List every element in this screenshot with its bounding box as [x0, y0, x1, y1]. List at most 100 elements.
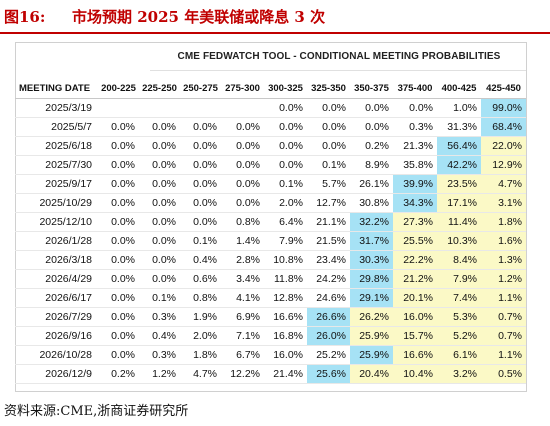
- probability-cell: 1.4%: [221, 231, 264, 251]
- probability-cell: 26.2%: [350, 307, 393, 327]
- probability-cell: 2.0%: [180, 326, 221, 346]
- table-row: 2025/9/17 0.0% 0.0% 0.0% 0.0% 0.1% 5.7% 26.1% 39…: [15, 174, 526, 194]
- probability-cell: 15.7%: [393, 326, 437, 346]
- probability-cell: 0.0%: [180, 193, 221, 213]
- probability-cell: 2.8%: [221, 250, 264, 270]
- table-row: 2026/4/29 0.0% 0.0% 0.6% 3.4% 11.8% 24.2% 29.8%…: [15, 269, 526, 289]
- meeting-date-cell: 2026/1/28: [15, 231, 98, 251]
- probability-cell: 0.0%: [221, 174, 264, 194]
- probability-cell: 5.3%: [437, 307, 481, 327]
- probability-cell: 25.9%: [350, 326, 393, 346]
- probability-cell: 0.0%: [264, 155, 307, 175]
- probability-cell: 6.9%: [221, 307, 264, 327]
- probability-cell: 21.4%: [264, 364, 307, 384]
- probability-cell: 11.8%: [264, 269, 307, 289]
- probability-cell: 1.2%: [139, 364, 180, 384]
- probability-cell: 29.8%: [350, 269, 393, 289]
- probability-cell: 0.0%: [139, 136, 180, 156]
- meeting-date-cell: 2025/7/30: [15, 155, 98, 175]
- probability-cell: [180, 98, 221, 118]
- probability-cell: 35.8%: [393, 155, 437, 175]
- probability-cell: 6.4%: [264, 212, 307, 232]
- probability-cell: 0.0%: [180, 155, 221, 175]
- rate-range-header: 425-450: [481, 80, 526, 99]
- probability-cell: 0.0%: [139, 269, 180, 289]
- rate-range-header: 300-325: [264, 80, 307, 99]
- probability-cell: 16.0%: [264, 345, 307, 365]
- probability-cell: 4.1%: [221, 288, 264, 308]
- probability-cell: 23.4%: [307, 250, 350, 270]
- probability-cell: 0.0%: [393, 98, 437, 118]
- meeting-date-cell: 2025/9/17: [15, 174, 98, 194]
- probability-cell: 10.4%: [393, 364, 437, 384]
- rate-range-header: 350-375: [350, 80, 393, 99]
- probability-cell: 0.0%: [98, 269, 139, 289]
- probability-cell: [221, 98, 264, 118]
- probability-cell: 0.5%: [481, 364, 526, 384]
- rate-range-header: 250-275: [180, 80, 221, 99]
- probability-cell: 5.2%: [437, 326, 481, 346]
- probability-cell: 17.1%: [437, 193, 481, 213]
- probability-cell: 0.1%: [307, 155, 350, 175]
- probability-cell: 20.4%: [350, 364, 393, 384]
- probability-cell: 25.6%: [307, 364, 350, 384]
- probability-cell: 0.0%: [98, 231, 139, 251]
- probability-cell: 0.0%: [98, 117, 139, 137]
- table-row: 2025/7/30 0.0% 0.0% 0.0% 0.0% 0.0% 0.1% 8.9% 35.…: [15, 155, 526, 175]
- probability-cell: 22.2%: [393, 250, 437, 270]
- probability-cell: 7.9%: [264, 231, 307, 251]
- probability-cell: 25.5%: [393, 231, 437, 251]
- probability-cell: 4.7%: [180, 364, 221, 384]
- probability-cell: 24.2%: [307, 269, 350, 289]
- probability-cell: 0.0%: [139, 193, 180, 213]
- probability-cell: 0.0%: [180, 117, 221, 137]
- meeting-date-cell: 2026/6/17: [15, 288, 98, 308]
- probability-cell: 0.0%: [98, 174, 139, 194]
- probability-cell: 1.1%: [481, 288, 526, 308]
- probability-cell: 32.2%: [350, 212, 393, 232]
- meeting-date-header: MEETING DATE: [15, 80, 98, 99]
- probability-cell: 0.0%: [139, 250, 180, 270]
- figure-title: 市场预期 2025 年美联储或降息 3 次: [72, 8, 326, 26]
- rate-range-header: 275-300: [221, 80, 264, 99]
- probability-cell: 3.1%: [481, 193, 526, 213]
- probability-cell: 23.5%: [437, 174, 481, 194]
- probability-cell: 0.0%: [221, 117, 264, 137]
- probability-cell: 30.8%: [350, 193, 393, 213]
- meeting-date-cell: 2026/12/9: [15, 364, 98, 384]
- probability-cell: 0.0%: [98, 288, 139, 308]
- rate-range-header: 200-225: [98, 80, 139, 99]
- probability-cell: 24.6%: [307, 288, 350, 308]
- probability-cell: 21.2%: [393, 269, 437, 289]
- probability-cell: 0.0%: [98, 250, 139, 270]
- probability-cell: 8.4%: [437, 250, 481, 270]
- probability-cell: 0.0%: [264, 98, 307, 118]
- meeting-date-cell: 2025/5/7: [15, 117, 98, 137]
- source-note: 资料来源:CME,浙商证券研究所: [4, 404, 189, 419]
- probability-cell: 0.0%: [264, 117, 307, 137]
- probability-cell: 0.0%: [98, 193, 139, 213]
- probability-cell: 0.0%: [221, 155, 264, 175]
- probability-cell: 21.5%: [307, 231, 350, 251]
- rate-range-header: 225-250: [139, 80, 180, 99]
- probability-table: MEETING DATE 200-225 225-250 250-275 275-30…: [15, 80, 526, 384]
- probability-cell: 1.6%: [481, 231, 526, 251]
- probability-cell: 0.0%: [139, 174, 180, 194]
- probability-cell: [139, 98, 180, 118]
- probability-cell: 6.1%: [437, 345, 481, 365]
- meeting-date-cell: 2026/10/28: [15, 345, 98, 365]
- probability-cell: 1.3%: [481, 250, 526, 270]
- probability-cell: 0.0%: [98, 307, 139, 327]
- probability-cell: 16.0%: [393, 307, 437, 327]
- probability-cell: 16.6%: [393, 345, 437, 365]
- probability-cell: 1.2%: [481, 269, 526, 289]
- probability-cell: 68.4%: [481, 117, 526, 137]
- probability-cell: 26.6%: [307, 307, 350, 327]
- probability-cell: 4.7%: [481, 174, 526, 194]
- probability-cell: 39.9%: [393, 174, 437, 194]
- probability-cell: 7.1%: [221, 326, 264, 346]
- table-row: 2025/10/29 0.0% 0.0% 0.0% 0.0% 2.0% 12.7% 30.8%…: [15, 193, 526, 213]
- probability-cell: 8.9%: [350, 155, 393, 175]
- probability-cell: 26.0%: [307, 326, 350, 346]
- table-row: 2025/5/7 0.0% 0.0% 0.0% 0.0% 0.0% 0.0% 0.0% 0.3%…: [15, 117, 526, 137]
